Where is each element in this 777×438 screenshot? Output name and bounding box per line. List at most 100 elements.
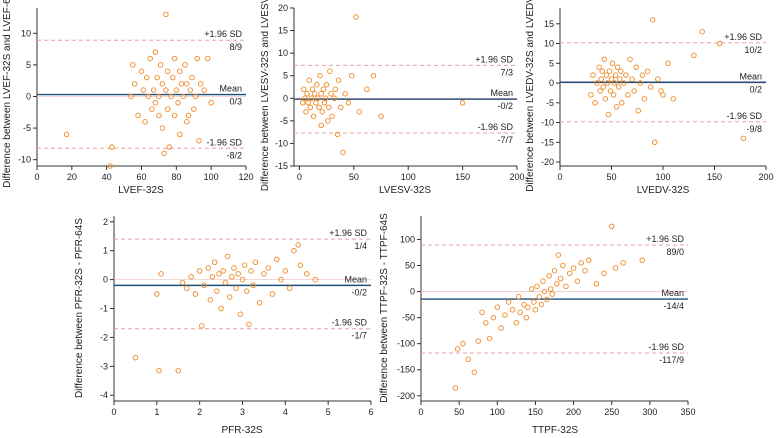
data-point (250, 282, 256, 289)
mean-value: 0/3 (229, 97, 242, 107)
data-point (166, 144, 173, 150)
data-point (233, 285, 239, 292)
x-tick-label: 0 (557, 172, 562, 182)
data-point (547, 286, 554, 292)
data-point (305, 100, 311, 106)
x-tick-label: 100 (401, 172, 416, 182)
data-point (315, 95, 321, 102)
data-point (596, 64, 602, 70)
mean-value: 0/2 (749, 84, 762, 94)
data-point (154, 291, 160, 297)
data-point (639, 257, 645, 264)
y-tick-label: -20 (541, 157, 554, 167)
data-point (150, 87, 157, 93)
data-point (135, 112, 141, 119)
data-point (627, 56, 633, 63)
data-point (329, 113, 335, 120)
data-point (644, 68, 651, 74)
data-point (670, 96, 677, 102)
data-point (152, 49, 159, 55)
data-point (282, 268, 289, 274)
data-point (612, 265, 619, 271)
data-point (309, 86, 316, 93)
data-point (555, 252, 562, 258)
y-tick-label: 15 (544, 19, 554, 29)
data-point (590, 72, 596, 78)
data-point (220, 268, 226, 274)
mean-value: -0/2 (497, 101, 513, 111)
x-tick-label: 80 (171, 172, 181, 182)
data-point (209, 273, 216, 280)
data-point (616, 76, 623, 82)
data-point (603, 72, 610, 78)
data-point (311, 91, 318, 97)
x-tick-label: 300 (642, 407, 657, 417)
data-point (699, 28, 705, 35)
y-tick-label: 100 (400, 234, 415, 244)
data-point (320, 86, 327, 93)
data-point (582, 267, 588, 274)
data-point (163, 11, 169, 18)
data-point (207, 297, 214, 303)
data-point (182, 62, 188, 68)
y-tick-label: -5 (23, 123, 31, 133)
data-point (156, 367, 162, 374)
y-tick-label: 50 (405, 261, 415, 271)
data-point (637, 80, 644, 86)
data-point (340, 149, 346, 156)
data-point (216, 271, 222, 277)
data-point (600, 84, 607, 90)
y-tick-label: -10 (541, 118, 554, 128)
data-point (486, 335, 493, 342)
data-point (557, 275, 564, 282)
data-point (612, 72, 619, 78)
x-axis-label: LVEF-32S (118, 185, 164, 196)
data-point (509, 307, 516, 313)
upper-sd-label: +1.96 SD (646, 234, 684, 244)
data-point (171, 55, 178, 62)
x-tick-label: 200 (566, 407, 581, 417)
upper-sd-value: 7/3 (500, 67, 513, 77)
data-point (265, 265, 271, 271)
data-point (479, 309, 485, 316)
lower-sd-label: -1.96 SD (648, 342, 684, 352)
y-tick-label: -10 (275, 138, 288, 148)
y-tick-label: -100 (397, 339, 415, 349)
data-point (608, 223, 615, 230)
data-point (143, 74, 150, 81)
data-point (154, 74, 160, 81)
data-point (307, 104, 314, 111)
x-tick-label: 20 (67, 172, 77, 182)
data-point (528, 286, 535, 292)
data-point (211, 259, 218, 266)
data-point (199, 323, 205, 329)
mean-label: Mean (661, 288, 684, 298)
data-point (147, 55, 153, 62)
y-tick-label: 0 (26, 91, 31, 101)
y-tick-label: -150 (397, 365, 415, 375)
data-point (184, 285, 190, 292)
x-tick-label: 100 (204, 172, 219, 182)
y-tick-label: -10 (18, 155, 31, 165)
data-point (531, 299, 537, 305)
data-point (517, 309, 523, 316)
data-point (332, 86, 339, 93)
data-point (222, 279, 229, 286)
x-tick-label: 5 (326, 407, 331, 417)
data-point (317, 72, 323, 79)
data-point (196, 268, 203, 274)
data-point (303, 109, 309, 115)
lower-sd-value: -8/2 (226, 150, 242, 160)
data-point (652, 139, 658, 146)
data-point (224, 253, 231, 260)
data-point (348, 72, 355, 79)
data-point (460, 340, 466, 347)
x-tick-label: 250 (604, 407, 619, 417)
data-point (578, 260, 584, 266)
upper-sd-value: 89/0 (666, 247, 684, 257)
data-point (620, 260, 626, 266)
data-point (525, 304, 531, 310)
y-axis-label: Difference between LVESV-32S and LVESV-6… (260, 0, 271, 191)
data-point (323, 81, 330, 88)
